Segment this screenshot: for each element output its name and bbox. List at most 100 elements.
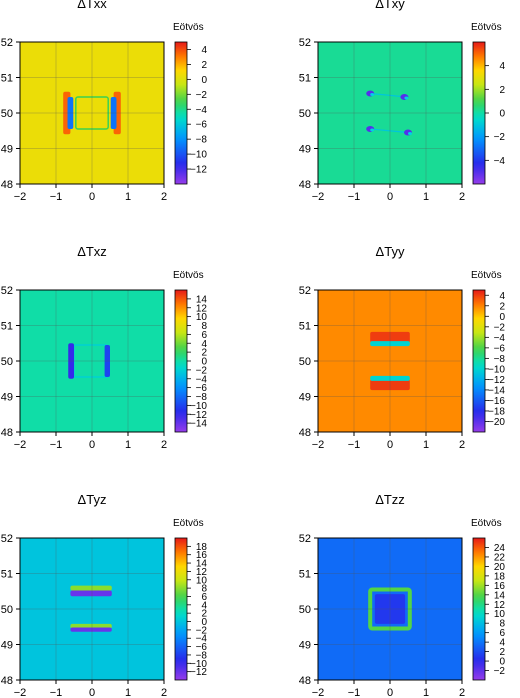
colorbar-tick-label: 0 [499,312,505,323]
x-tick-label: 2 [459,439,465,451]
colorbar-tick-label: 20 [494,562,506,573]
x-tick-label: 0 [89,191,95,203]
x-tick-label: 1 [423,439,429,451]
y-tick-label: 49 [299,392,311,404]
colorbar-tick-label: 6 [201,330,207,341]
x-tick-label: 1 [125,439,131,451]
colorbar-tick-label: −2 [196,90,208,101]
colorbar-tick-label: −2 [494,666,506,677]
x-tick-label: −1 [348,687,361,698]
colorbar-tick-label: 12 [196,567,208,578]
colorbar-tick-label: −8 [196,135,208,146]
colorbar-tick-label: 2 [201,609,207,620]
y-tick-label: 52 [299,285,311,297]
y-tick-label: 50 [299,108,311,120]
colorbar-tick-label: −18 [488,406,505,417]
colorbar-tick-label: −8 [494,354,506,365]
colorbar-tick-label: 0 [201,75,207,86]
anomaly-band-3 [70,627,112,632]
colorbar-tick-label: −10 [488,364,505,375]
colorbar [472,289,486,433]
anomaly-features [70,585,112,632]
y-tick-label: 49 [1,640,13,652]
colorbar-tick-label: 12 [494,600,506,611]
colorbar-tick-label: 4 [499,638,505,649]
y-tick-label: 51 [299,73,311,85]
colorbar-tick-label: 4 [201,45,207,56]
x-tick-label: 1 [125,191,131,203]
colorbar-tick-label: 10 [196,575,208,586]
colorbar-tick-label: −10 [190,150,207,161]
panel-txy: −2 −1 0 1 2 48 49 50 51 52 ΔTxy Eötvös 4 2 0 −2 −4 [299,0,506,203]
colorbar-tick-label: 8 [201,584,207,595]
x-tick-label: 2 [161,439,167,451]
y-tick-label: 52 [299,37,311,49]
anomaly-band-0 [70,585,112,591]
colorbar-tick-label: −4 [196,105,208,116]
colorbar-tick-label: 14 [196,559,208,570]
colorbar-tick-label: 6 [201,592,207,603]
y-tick-label: 48 [1,179,13,191]
x-tick-label: −2 [312,439,325,451]
panel-tyy: −2 −1 0 1 24849505152ΔTyyEötvös420−2−4−6−8−1… [299,244,506,451]
colorbar-tick-label: 10 [494,609,506,620]
colorbar [472,41,486,185]
colorbar [472,537,486,681]
x-tick-label: 2 [161,191,167,203]
x-tick-label: 2 [459,687,465,698]
colorbar-label: Eötvös [173,22,204,33]
colorbar-tick-label: 6 [499,628,505,639]
colorbar-tick-label: 18 [196,542,208,553]
x-tick-label: −2 [14,687,27,698]
x-tick-label: −1 [50,439,63,451]
colorbar-tick-label: −14 [488,385,505,396]
grid-lines [318,538,462,680]
y-tick-label: 51 [1,73,13,85]
panel-title: ΔTyy [376,244,405,259]
anomaly-band-2 [70,590,112,597]
y-tick-label: 48 [1,675,13,687]
x-tick-label: −2 [312,191,325,203]
y-tick-label: 51 [299,321,311,333]
y-tick-label: 50 [1,356,13,368]
colorbar-tick-label: 2 [201,60,207,71]
grid-lines [318,290,462,432]
y-tick-label: 52 [1,285,13,297]
grid-lines [20,538,164,680]
panel-title: ΔTxx [77,0,107,11]
colorbar-tick-label: −2 [196,365,208,376]
anomaly-spot-halo-3 [404,96,409,100]
colorbar-tick-label: 4 [201,600,207,611]
colorbar-tick-label: 16 [494,581,506,592]
y-tick-label: 49 [299,640,311,652]
y-tick-label: 49 [1,392,13,404]
colorbar-tick-label: −4 [494,156,506,167]
x-tick-label: 0 [89,687,95,698]
x-tick-label: 2 [161,687,167,698]
colorbar-tick-label: 22 [494,552,506,563]
x-tick-label: 0 [89,439,95,451]
colorbar-label: Eötvös [173,518,204,529]
grid-lines [318,42,462,184]
colorbar-label: Eötvös [471,270,502,281]
panel-title: ΔTxy [375,0,405,11]
colorbar-tick-label: −12 [488,375,505,386]
colorbar-tick-label: 24 [494,543,506,554]
colorbar-tick-label: 2 [499,647,505,658]
colorbar-tick-label: −14 [190,419,207,430]
colorbar-tick-label: −20 [488,417,505,428]
colorbar-tick-label: 4 [499,291,505,302]
colorbar-tick-label: −10 [190,401,207,412]
colorbar-tick-label: 16 [196,550,208,561]
colorbar-tick-label: 14 [196,294,208,305]
colorbar-tick-label: 2 [499,301,505,312]
colorbar-tick-label: 8 [499,619,505,630]
y-tick-label: 51 [299,569,311,581]
x-tick-label: −2 [14,191,27,203]
anomaly-spot-halo-4 [370,128,375,132]
panel-txz: −2 −1 0 1 24849505152ΔTxzEötvös14121086420−2… [1,244,208,451]
grid-lines [20,42,164,184]
colorbar-tick-label: −12 [190,667,207,678]
colorbar-tick-label: 14 [494,590,506,601]
